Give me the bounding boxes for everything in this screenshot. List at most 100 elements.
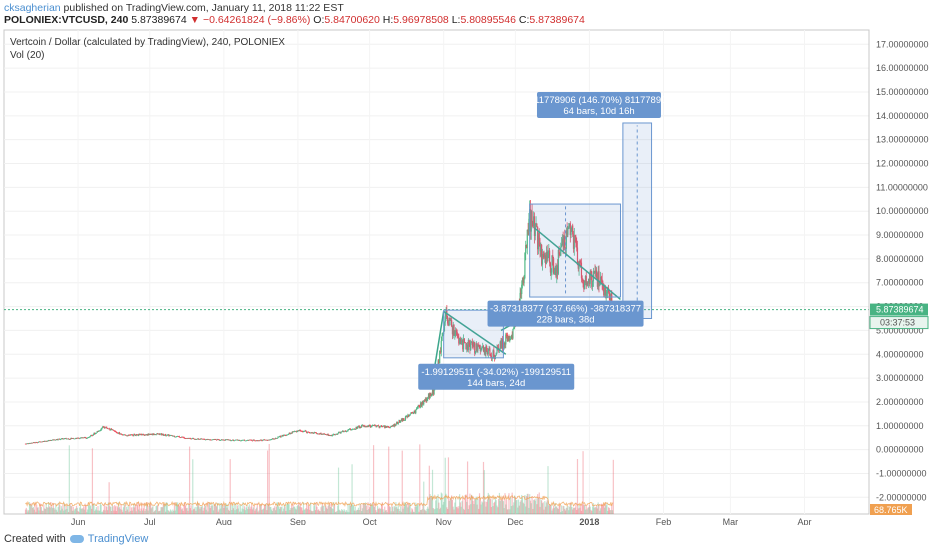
candle-body bbox=[591, 274, 593, 287]
candle-body bbox=[556, 265, 558, 277]
volume-bar bbox=[596, 508, 598, 514]
legend-title: Vertcoin / Dollar (calculated by Trading… bbox=[10, 37, 285, 48]
candle-body bbox=[267, 440, 269, 441]
volume-bar bbox=[494, 496, 497, 514]
volume-bar bbox=[204, 503, 206, 514]
volume-bar bbox=[268, 443, 270, 514]
candle-body bbox=[439, 350, 441, 364]
candle-body bbox=[384, 425, 386, 428]
volume-bar bbox=[389, 507, 391, 514]
price-axis[interactable]: 17.0000000016.0000000015.0000000014.0000… bbox=[868, 30, 929, 515]
candle-body bbox=[290, 432, 292, 434]
volume-bar bbox=[295, 509, 297, 514]
candle-body bbox=[412, 412, 414, 414]
candle-body bbox=[189, 438, 191, 440]
volume-bar bbox=[131, 510, 133, 514]
low-value: 5.80895546 bbox=[460, 14, 516, 26]
volume-bar bbox=[125, 510, 127, 514]
candle-body bbox=[265, 439, 267, 441]
volume-bar bbox=[599, 510, 601, 514]
volume-bar bbox=[466, 461, 469, 514]
volume-bar bbox=[525, 496, 528, 514]
candle-body bbox=[25, 443, 27, 445]
volume-bar bbox=[605, 505, 607, 514]
volume-bar bbox=[43, 504, 45, 514]
volume-bar bbox=[376, 511, 378, 514]
candle-body bbox=[574, 235, 576, 237]
candle-body bbox=[181, 436, 184, 438]
candle-body bbox=[281, 435, 283, 437]
volume-bar bbox=[505, 504, 507, 514]
author-link[interactable]: cksagherian bbox=[4, 2, 61, 14]
volume-bar bbox=[322, 505, 324, 514]
candle-body bbox=[490, 355, 492, 357]
volume-bar bbox=[319, 511, 321, 514]
volume-bar bbox=[143, 502, 145, 514]
candle-body bbox=[178, 436, 180, 438]
volume-bar bbox=[141, 510, 144, 514]
current-price-label: 5.87389674 bbox=[876, 305, 924, 315]
candle-body bbox=[271, 438, 274, 440]
volume-bar bbox=[354, 506, 356, 514]
candle-body bbox=[268, 439, 270, 441]
volume-bar bbox=[551, 510, 553, 514]
candle-body bbox=[542, 254, 544, 255]
volume-bar bbox=[59, 510, 62, 514]
volume-bar bbox=[40, 503, 42, 514]
volume-bar bbox=[455, 507, 458, 514]
candle-body bbox=[311, 432, 313, 434]
candle-body bbox=[79, 437, 82, 439]
candle-body bbox=[357, 426, 359, 429]
candle-body bbox=[149, 434, 152, 435]
time-axis[interactable]: Jun Jul Aug Sep Oct Nov Dec 2018 Feb Mar Apr bbox=[71, 517, 812, 525]
candle-body bbox=[49, 440, 51, 441]
volume-bar bbox=[392, 511, 395, 514]
candle-body bbox=[106, 427, 108, 429]
volume-bar bbox=[454, 502, 456, 514]
volume-bar bbox=[609, 510, 611, 514]
candle-body bbox=[98, 430, 101, 432]
candle-body bbox=[283, 434, 285, 436]
volume-bar bbox=[410, 511, 412, 514]
volume-bar bbox=[368, 509, 370, 514]
candle-body bbox=[298, 429, 301, 432]
candle-body bbox=[59, 438, 61, 440]
volume-bar bbox=[48, 506, 51, 514]
candle-body bbox=[504, 342, 506, 345]
candle-body bbox=[165, 435, 168, 437]
volume-bar bbox=[190, 505, 192, 514]
volume-bar bbox=[467, 509, 469, 514]
volume-bar bbox=[520, 500, 522, 514]
candle-body bbox=[138, 434, 140, 436]
candle-body bbox=[584, 282, 586, 290]
candle-body bbox=[560, 244, 563, 248]
tradingview-link[interactable]: TradingView bbox=[87, 533, 149, 545]
volume-bar bbox=[317, 510, 319, 514]
candle-body bbox=[431, 388, 434, 396]
volume-bar bbox=[222, 506, 224, 514]
candle-body bbox=[211, 439, 213, 441]
volume-bar bbox=[444, 457, 446, 514]
candle-body bbox=[325, 434, 328, 436]
volume-bar bbox=[545, 502, 548, 514]
volume-bar bbox=[110, 511, 113, 514]
candle-body bbox=[298, 430, 300, 432]
volume-bar bbox=[378, 507, 380, 514]
volume-bar bbox=[541, 503, 544, 514]
volume-bar bbox=[264, 504, 266, 514]
candle-body bbox=[344, 430, 346, 432]
volume-bar bbox=[206, 502, 208, 514]
candle-body bbox=[155, 434, 157, 436]
candle-body bbox=[84, 437, 86, 438]
candle-body bbox=[294, 431, 297, 432]
volume-bar bbox=[134, 504, 137, 514]
volume-bar bbox=[152, 506, 154, 514]
volume-bar bbox=[285, 510, 287, 514]
candle-body bbox=[327, 434, 329, 436]
volume-bar bbox=[524, 495, 526, 514]
candle-body bbox=[65, 438, 67, 440]
volume-bar bbox=[278, 508, 281, 514]
measure-label-subtext: 64 bars, 10d 16h bbox=[563, 106, 634, 117]
volume-bar bbox=[416, 504, 418, 514]
